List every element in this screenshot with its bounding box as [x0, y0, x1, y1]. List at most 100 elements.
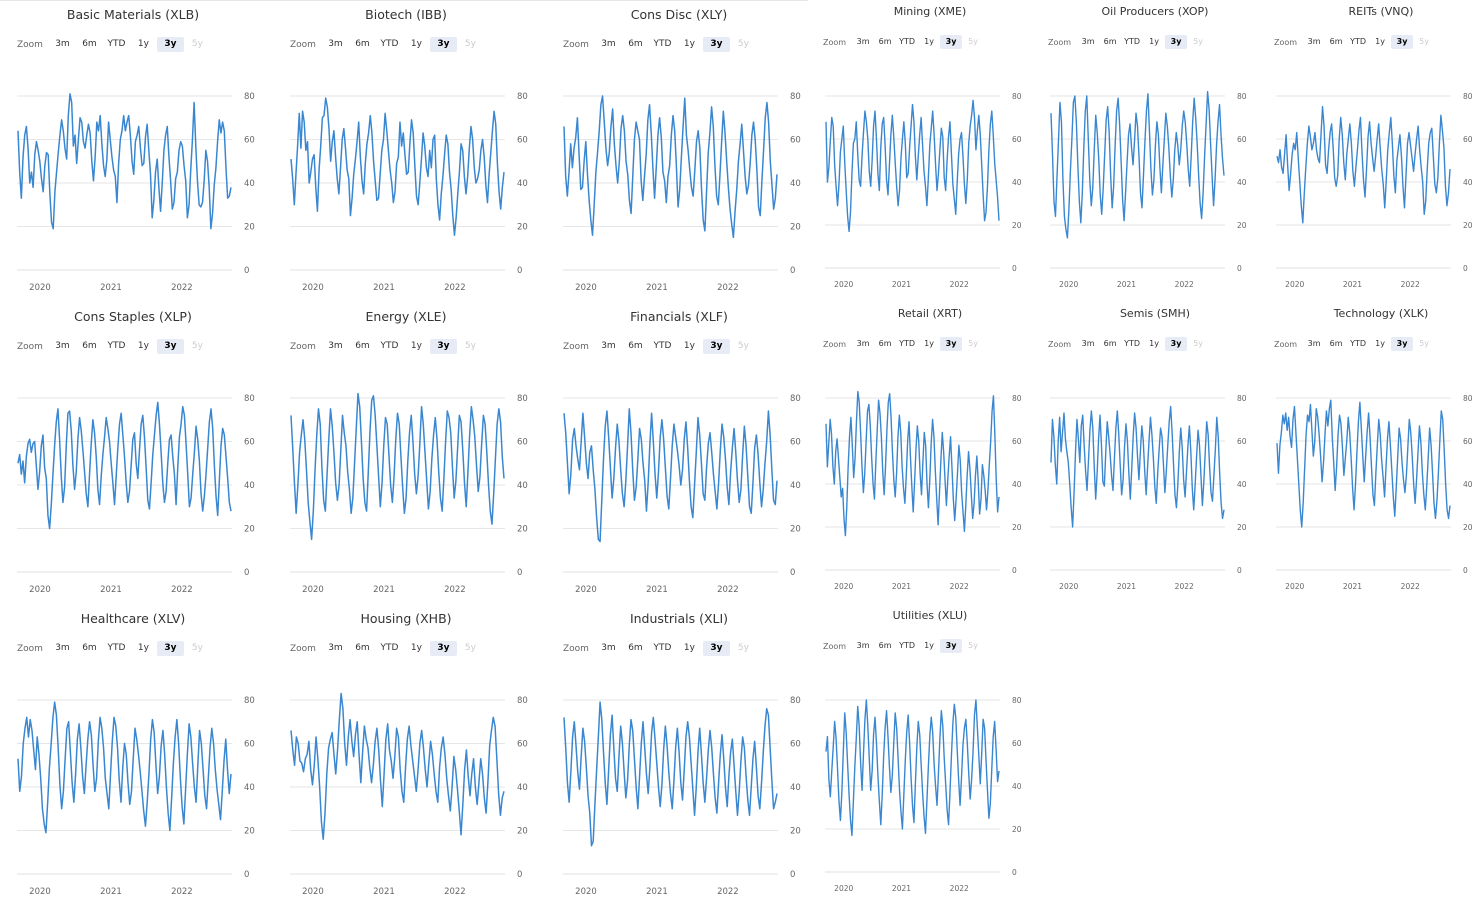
zoom-3y-button[interactable]: 3y [429, 339, 457, 354]
series-line [290, 692, 505, 840]
zoom-3m-button[interactable]: 3m [328, 341, 343, 351]
zoom-3m-button[interactable]: 3m [328, 39, 343, 49]
zoom-3m-button[interactable]: 3m [601, 643, 616, 653]
y-tick-label: 40 [790, 481, 801, 491]
zoom-3m-button[interactable]: 3m [328, 643, 343, 653]
zoom-3y-button[interactable]: 3y [156, 339, 184, 354]
chart-panel-healthcare: Healthcare (XLV) Zoom 3m 6m YTD 1y 3y 5y 0 20 40 60… [2, 604, 264, 904]
zoom-3y-button[interactable]: 3y [702, 641, 730, 656]
y-tick-label: 20 [517, 223, 528, 233]
zoom-3y-button[interactable]: 3y [702, 37, 730, 52]
zoom-6m-button[interactable]: 6m [355, 341, 370, 351]
zoom-1y-button[interactable]: 1y [1375, 37, 1385, 46]
zoom-3m-button[interactable]: 3m [1307, 37, 1321, 46]
zoom-5y-button: 5y [737, 39, 749, 49]
zoom-3m-button[interactable]: 3m [601, 39, 616, 49]
zoom-6m-button[interactable]: 6m [355, 643, 370, 653]
zoom-ytd-button[interactable]: YTD [380, 341, 399, 351]
zoom-3m-button[interactable]: 3m [55, 643, 70, 653]
zoom-3y-button[interactable]: 3y [1391, 337, 1414, 351]
x-tick-label: 2020 [1059, 582, 1078, 591]
zoom-1y-button[interactable]: 1y [137, 643, 149, 653]
zoom-1y-button[interactable]: 1y [137, 341, 149, 351]
zoom-3m-button[interactable]: 3m [856, 37, 870, 46]
zoom-1y-button[interactable]: 1y [1149, 37, 1159, 46]
chart-title: Technology (XLK) [1333, 307, 1429, 320]
zoom-3m-button[interactable]: 3m [601, 341, 616, 351]
zoom-1y-button[interactable]: 1y [1149, 339, 1159, 348]
zoom-1y-button[interactable]: 1y [683, 341, 695, 351]
zoom-1y-button[interactable]: 1y [924, 641, 934, 650]
zoom-5y-button: 5y [1419, 37, 1429, 46]
zoom-3y-button[interactable]: 3y [1165, 35, 1188, 49]
zoom-6m-button[interactable]: 6m [355, 39, 370, 49]
zoom-ytd-button[interactable]: YTD [899, 641, 916, 650]
x-tick-label: 2020 [575, 585, 597, 595]
zoom-3m-button[interactable]: 3m [1081, 37, 1095, 46]
y-tick-label: 0 [1463, 264, 1468, 273]
zoom-3y-button[interactable]: 3y [702, 339, 730, 354]
zoom-6m-button[interactable]: 6m [878, 37, 892, 46]
zoom-ytd-button[interactable]: YTD [107, 39, 126, 49]
zoom-1y-button[interactable]: 1y [1375, 339, 1385, 348]
zoom-3m-button[interactable]: 3m [55, 39, 70, 49]
zoom-6m-button[interactable]: 6m [82, 341, 97, 351]
zoom-6m-button[interactable]: 6m [1329, 37, 1343, 46]
y-tick-label: 40 [1012, 480, 1022, 489]
zoom-ytd-button[interactable]: YTD [899, 37, 916, 46]
zoom-1y-button[interactable]: 1y [683, 643, 695, 653]
zoom-6m-button[interactable]: 6m [878, 641, 892, 650]
zoom-6m-button[interactable]: 6m [628, 39, 643, 49]
zoom-ytd-button[interactable]: YTD [380, 39, 399, 49]
zoom-label: Zoom [290, 643, 316, 654]
zoom-ytd-button[interactable]: YTD [380, 643, 399, 653]
x-tick-label: 2020 [575, 887, 597, 897]
zoom-3y-button[interactable]: 3y [1165, 337, 1188, 351]
zoom-1y-button[interactable]: 1y [683, 39, 695, 49]
zoom-3m-button[interactable]: 3m [856, 641, 870, 650]
zoom-ytd-button[interactable]: YTD [899, 339, 916, 348]
zoom-3y-button[interactable]: 3y [940, 639, 963, 653]
zoom-1y-button[interactable]: 1y [924, 339, 934, 348]
zoom-1y-button[interactable]: 1y [410, 341, 422, 351]
zoom-ytd-button[interactable]: YTD [107, 341, 126, 351]
zoom-3y-button[interactable]: 3y [1391, 35, 1414, 49]
zoom-6m-button[interactable]: 6m [1103, 37, 1117, 46]
zoom-3m-button[interactable]: 3m [1081, 339, 1095, 348]
zoom-6m-button[interactable]: 6m [1103, 339, 1117, 348]
zoom-ytd-button[interactable]: YTD [1124, 37, 1141, 46]
y-tick-label: 80 [790, 696, 801, 706]
zoom-6m-button[interactable]: 6m [1329, 339, 1343, 348]
x-tick-label: 2022 [171, 887, 193, 897]
zoom-3y-button[interactable]: 3y [940, 35, 963, 49]
zoom-3m-button[interactable]: 3m [856, 339, 870, 348]
zoom-1y-button[interactable]: 1y [410, 643, 422, 653]
chart-title: Healthcare (XLV) [80, 611, 186, 626]
zoom-1y-button[interactable]: 1y [410, 39, 422, 49]
zoom-3y-button[interactable]: 3y [940, 337, 963, 351]
zoom-ytd-button[interactable]: YTD [1124, 339, 1141, 348]
zoom-1y-button[interactable]: 1y [924, 37, 934, 46]
x-tick-label: 2021 [1117, 280, 1136, 289]
zoom-6m-button[interactable]: 6m [82, 643, 97, 653]
zoom-ytd-button[interactable]: YTD [1350, 37, 1367, 46]
series-line [17, 701, 232, 834]
zoom-1y-button[interactable]: 1y [137, 39, 149, 49]
y-tick-label: 20 [244, 223, 255, 233]
zoom-ytd-button[interactable]: YTD [653, 341, 672, 351]
zoom-ytd-button[interactable]: YTD [107, 643, 126, 653]
zoom-3y-button[interactable]: 3y [429, 37, 457, 52]
zoom-3m-button[interactable]: 3m [55, 341, 70, 351]
zoom-3y-button[interactable]: 3y [156, 641, 184, 656]
zoom-6m-button[interactable]: 6m [82, 39, 97, 49]
zoom-3y-button[interactable]: 3y [156, 37, 184, 52]
zoom-3y-button[interactable]: 3y [429, 641, 457, 656]
zoom-6m-button[interactable]: 6m [628, 643, 643, 653]
zoom-ytd-button[interactable]: YTD [653, 643, 672, 653]
zoom-ytd-button[interactable]: YTD [653, 39, 672, 49]
zoom-ytd-button[interactable]: YTD [1350, 339, 1367, 348]
chart-panel-retail: Retail (XRT) Zoom 3m 6m YTD 1y 3y 5y 0 20 40 60 80 20… [820, 302, 1040, 602]
zoom-3m-button[interactable]: 3m [1307, 339, 1321, 348]
zoom-6m-button[interactable]: 6m [628, 341, 643, 351]
zoom-6m-button[interactable]: 6m [878, 339, 892, 348]
